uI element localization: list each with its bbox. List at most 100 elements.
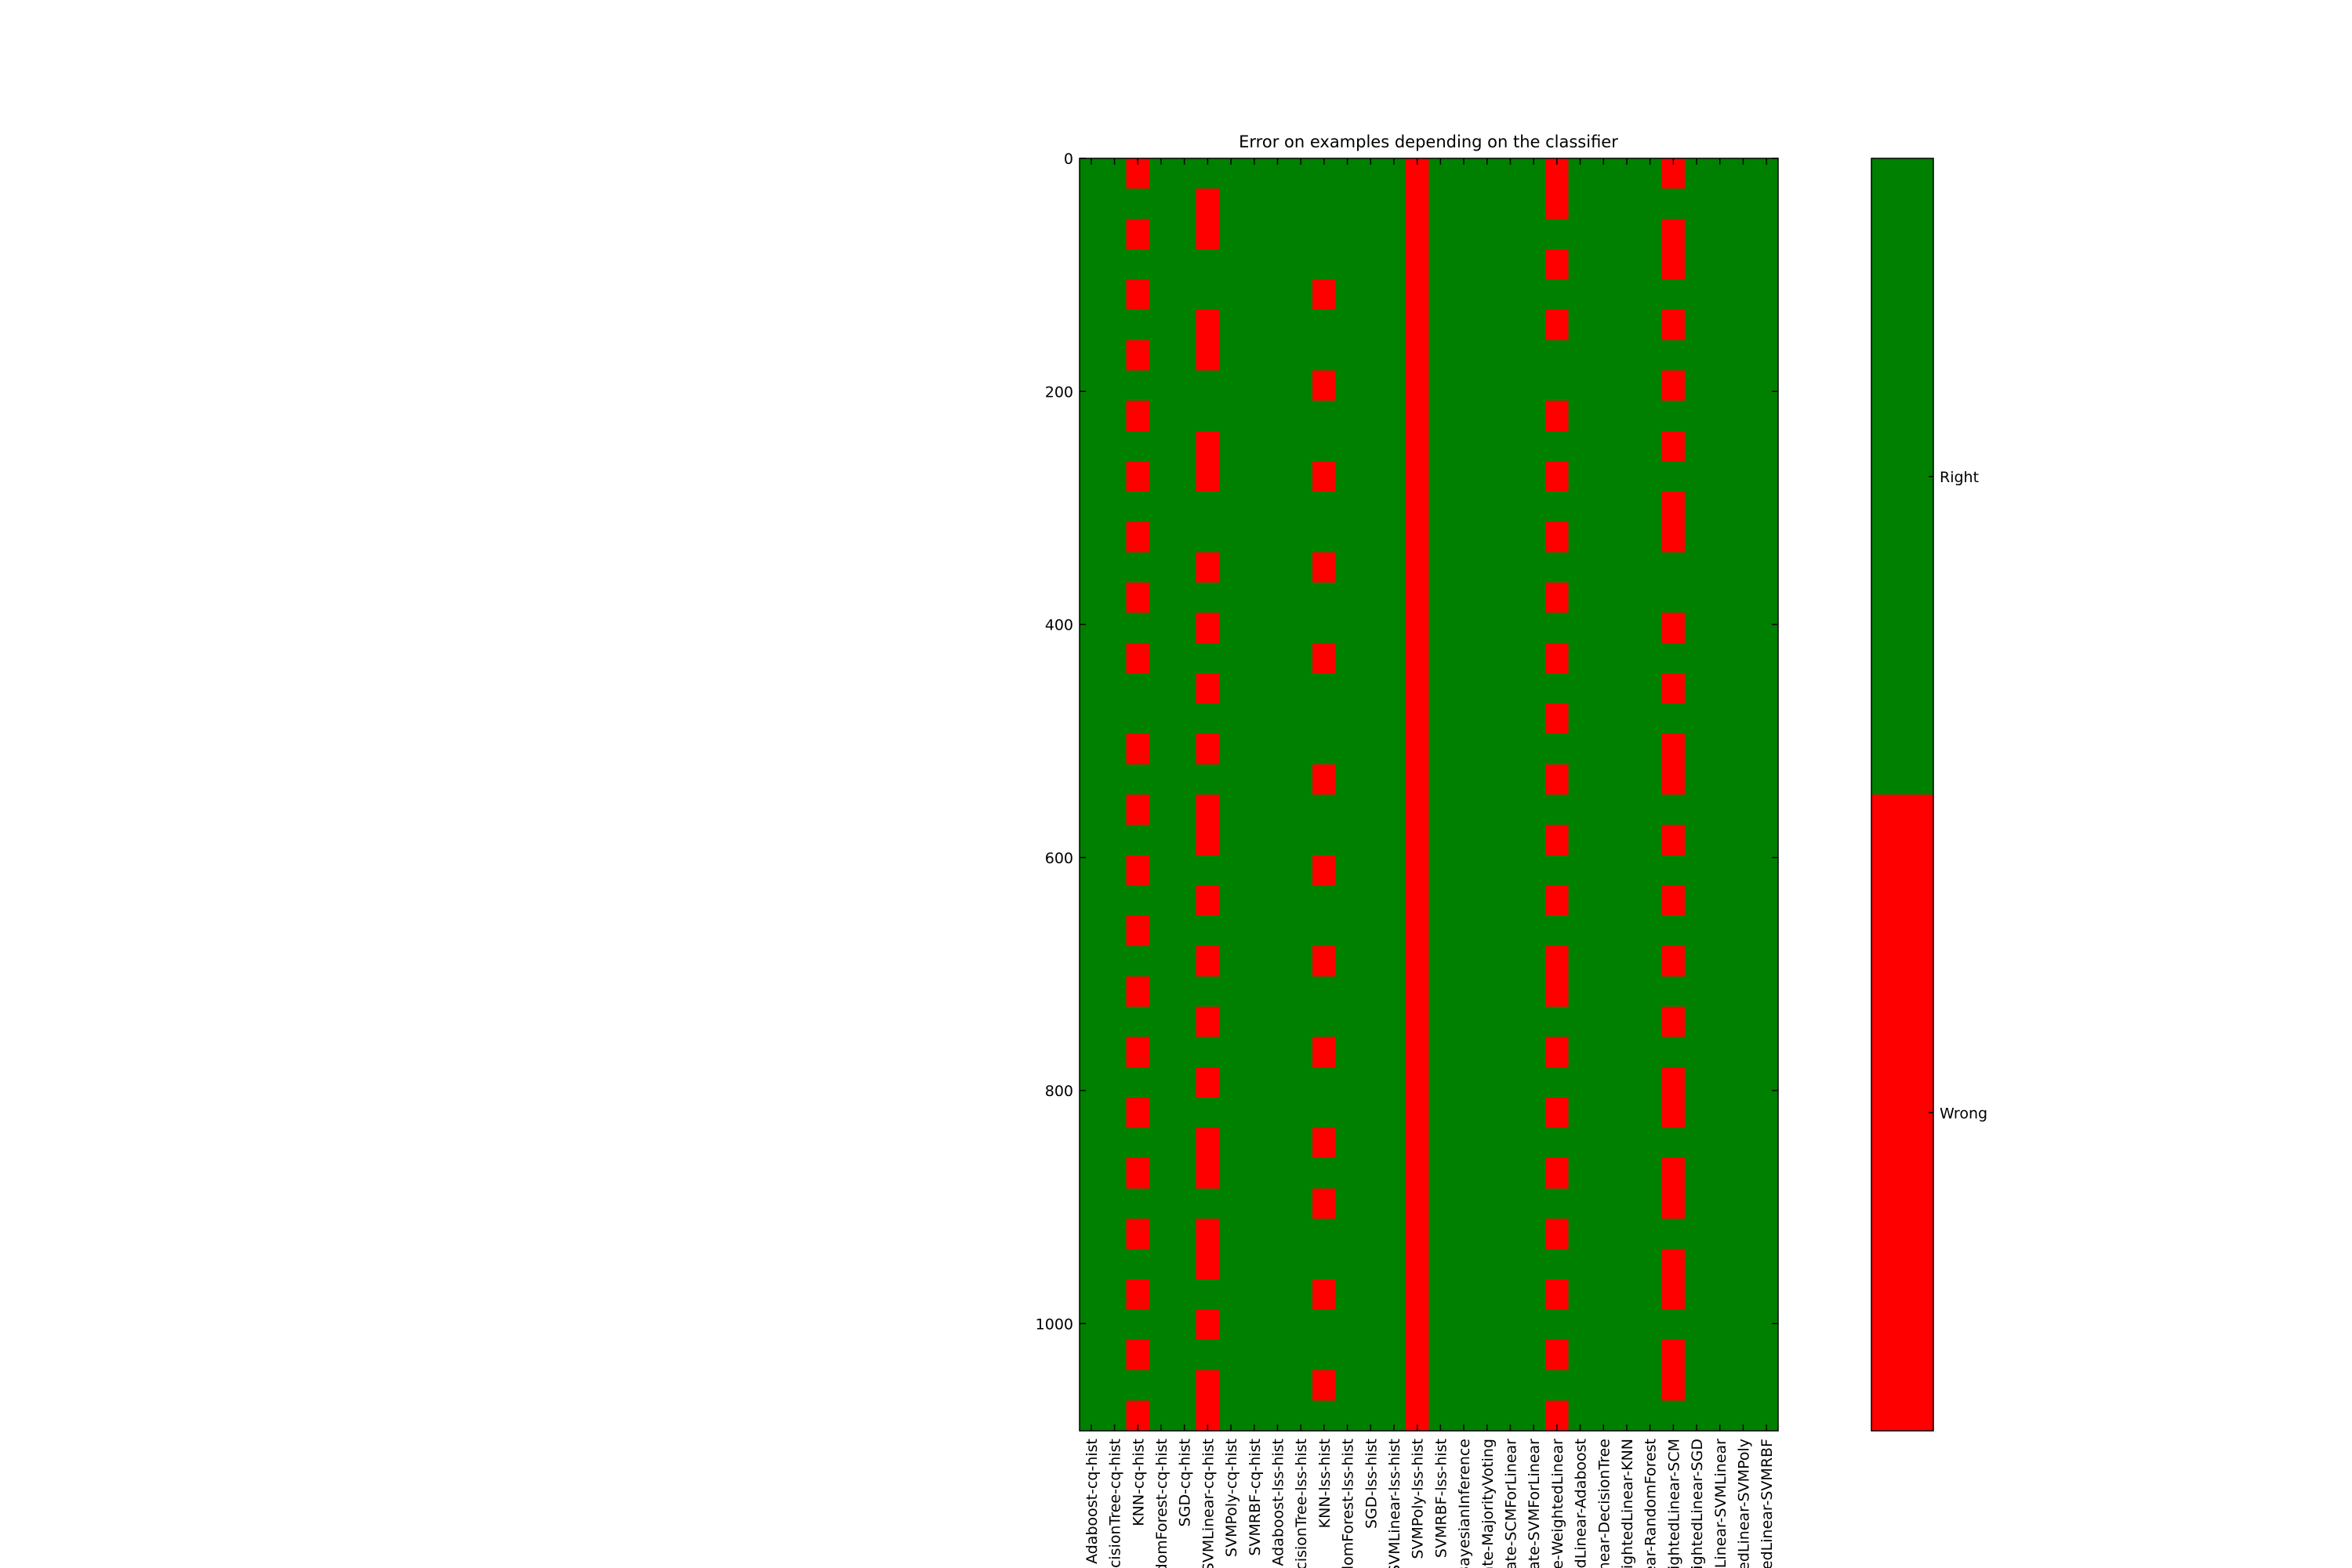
- cell: [1755, 612, 1779, 644]
- cell: [1615, 1340, 1639, 1371]
- cell: [1219, 734, 1243, 765]
- cell: [1428, 1340, 1453, 1371]
- cell: [1475, 461, 1500, 492]
- cell: [1149, 643, 1174, 674]
- cell: [1196, 310, 1220, 341]
- cell: [1080, 1067, 1104, 1098]
- cell: [1219, 310, 1243, 341]
- cell: [1382, 612, 1406, 644]
- cell: [1522, 1309, 1546, 1341]
- cell: [1126, 370, 1150, 401]
- x-tick-label: Early-WeightedLinear-SVMLinear: [1712, 1439, 1730, 1568]
- cell: [1428, 1036, 1453, 1068]
- cell: [1545, 612, 1570, 644]
- cell: [1568, 612, 1592, 644]
- cell: [1568, 1127, 1592, 1159]
- cell: [1545, 1340, 1570, 1371]
- cell: [1382, 703, 1406, 735]
- cell: [1242, 1279, 1267, 1310]
- cell: [1661, 1188, 1686, 1219]
- cell: [1522, 1370, 1546, 1401]
- cell: [1219, 1218, 1243, 1250]
- cell: [1638, 1127, 1662, 1159]
- cell: [1428, 1007, 1453, 1038]
- cell: [1149, 1249, 1174, 1280]
- cell: [1498, 916, 1523, 947]
- cell: [1102, 946, 1127, 977]
- cell: [1522, 310, 1546, 341]
- cell: [1196, 401, 1220, 432]
- cell: [1545, 1127, 1570, 1159]
- cell: [1359, 279, 1383, 310]
- cell: [1242, 401, 1267, 432]
- cell: [1149, 492, 1174, 523]
- cell: [1219, 339, 1243, 371]
- cell: [1522, 401, 1546, 432]
- cell: [1335, 612, 1359, 644]
- cell: [1405, 339, 1429, 371]
- x-tick-label: SVMPoly-lss-hist: [1410, 1439, 1427, 1559]
- cell: [1685, 1249, 1709, 1280]
- cell: [1475, 673, 1500, 705]
- cell: [1755, 492, 1779, 523]
- cell: [1382, 1188, 1406, 1219]
- cell: [1452, 976, 1476, 1007]
- cell: [1149, 521, 1174, 553]
- cell: [1475, 1249, 1500, 1280]
- cell: [1685, 1127, 1709, 1159]
- cell: [1475, 643, 1500, 674]
- cell: [1335, 1370, 1359, 1401]
- cell: [1685, 1158, 1709, 1189]
- cell: [1545, 885, 1570, 916]
- cell: [1335, 370, 1359, 401]
- cell: [1219, 946, 1243, 977]
- cell: [1312, 1279, 1337, 1310]
- cell: [1265, 612, 1290, 644]
- cell: [1708, 734, 1733, 765]
- cell: [1731, 1036, 1755, 1068]
- cell: [1359, 249, 1383, 281]
- cell: [1498, 1097, 1523, 1129]
- cell: [1475, 1188, 1500, 1219]
- cell: [1149, 249, 1174, 281]
- cell: [1312, 1340, 1337, 1371]
- cell: [1708, 1127, 1733, 1159]
- y-tick-label: 0: [1064, 151, 1073, 168]
- cell: [1498, 370, 1523, 401]
- cell: [1475, 764, 1500, 795]
- x-tick-label: Adaboost-lss-hist: [1269, 1439, 1287, 1566]
- cell: [1522, 249, 1546, 281]
- cell: [1731, 310, 1755, 341]
- cell: [1475, 521, 1500, 553]
- cell: [1359, 976, 1383, 1007]
- cell: [1359, 1067, 1383, 1098]
- x-tick-label: Early-WeightedLinear-SVMPoly: [1735, 1439, 1752, 1568]
- cell: [1102, 1340, 1127, 1371]
- cell: [1172, 916, 1196, 947]
- cell: [1102, 1279, 1127, 1310]
- cell: [1335, 734, 1359, 765]
- cell: [1685, 370, 1709, 401]
- cell: [1592, 734, 1616, 765]
- cell: [1359, 492, 1383, 523]
- cell: [1475, 188, 1500, 220]
- cell: [1149, 885, 1174, 916]
- cell: [1661, 583, 1686, 614]
- cell: [1452, 1097, 1476, 1129]
- cell: [1080, 1279, 1104, 1310]
- cell: [1312, 310, 1337, 341]
- cell: [1545, 249, 1570, 281]
- cell: [1149, 583, 1174, 614]
- cell: [1685, 612, 1709, 644]
- cell: [1335, 1127, 1359, 1159]
- cell: [1545, 1067, 1570, 1098]
- cell: [1522, 643, 1546, 674]
- cell: [1545, 703, 1570, 735]
- cell: [1592, 1067, 1616, 1098]
- cell: [1219, 1158, 1243, 1189]
- cell: [1312, 461, 1337, 492]
- cell: [1312, 673, 1337, 705]
- cell: [1661, 1370, 1686, 1401]
- cell: [1196, 1370, 1220, 1401]
- cell: [1196, 188, 1220, 220]
